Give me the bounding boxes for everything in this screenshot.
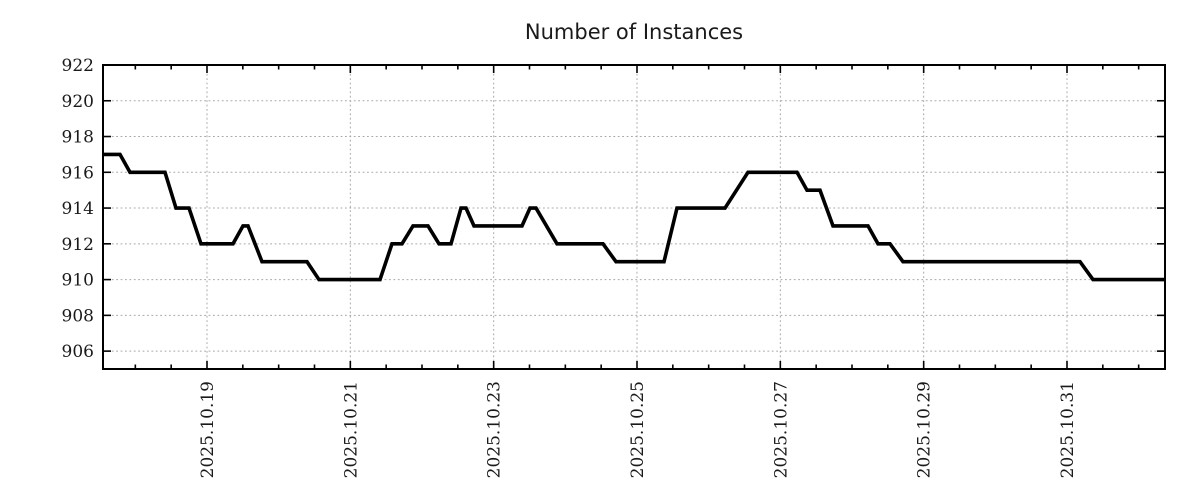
y-tick-label: 914 xyxy=(62,199,94,219)
x-tick-label: 2025.10.29 xyxy=(915,381,935,478)
x-tick-label: 2025.10.21 xyxy=(341,381,361,478)
series-line xyxy=(103,152,1165,282)
y-tick-label: 922 xyxy=(62,56,94,76)
y-tick-label: 912 xyxy=(62,235,94,255)
y-tick-label: 918 xyxy=(62,128,94,148)
y-tick-label: 910 xyxy=(62,271,94,291)
y-tick-label: 906 xyxy=(62,342,94,362)
y-tick-label: 916 xyxy=(62,163,94,183)
y-tick-label: 920 xyxy=(62,92,94,112)
x-tick-label: 2025.10.25 xyxy=(628,381,648,478)
y-tick-label: 908 xyxy=(62,306,94,326)
x-tick-label: 2025.10.23 xyxy=(485,381,505,478)
x-tick-label: 2025.10.31 xyxy=(1058,381,1078,478)
plot-border xyxy=(102,64,1166,370)
x-tick-label: 2025.10.27 xyxy=(771,381,791,478)
x-tick-label: 2025.10.19 xyxy=(198,381,218,478)
chart-title: Number of Instances xyxy=(525,20,743,44)
